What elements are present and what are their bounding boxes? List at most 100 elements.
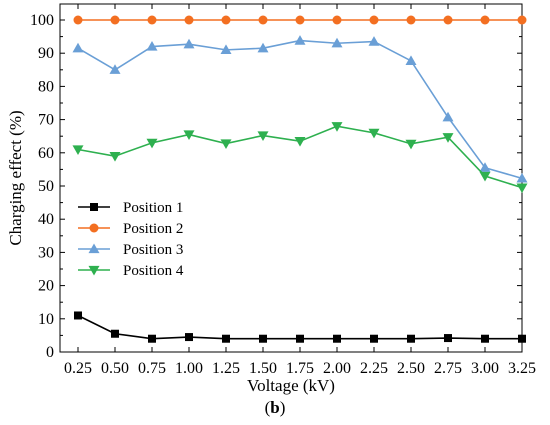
data-point [516, 183, 528, 194]
data-point [517, 15, 527, 25]
data-point [442, 133, 454, 143]
legend-label: Position 4 [123, 263, 184, 279]
series-3 [72, 35, 528, 183]
plot-frame [59, 3, 523, 353]
data-point [333, 334, 341, 343]
data-point [442, 111, 454, 122]
x-tick-label: 0.75 [138, 360, 166, 377]
data-point [294, 35, 306, 45]
series-1 [74, 311, 526, 343]
data-point [146, 138, 158, 149]
legend-marker [89, 223, 99, 233]
line-chart: 0 10 20 30 40 50 60 70 80 90 100 0.25 0.50 0.75 1.00 1… [6, 3, 536, 395]
data-point [479, 162, 491, 172]
data-point [258, 15, 268, 25]
data-point [183, 130, 195, 141]
y-tick-label: 80 [38, 78, 54, 95]
data-point [185, 333, 193, 342]
legend-marker [90, 203, 98, 211]
data-point [444, 334, 452, 343]
y-tick-label: 60 [38, 145, 54, 162]
data-point [111, 329, 119, 338]
x-axis: 0.25 0.50 0.75 1.00 1.25 1.50 1.75 2.00 2.25 2.50… [64, 4, 536, 377]
data-point [72, 145, 84, 155]
legend-label: Position 3 [123, 242, 183, 258]
data-point [72, 42, 84, 53]
y-tick-label: 40 [38, 211, 54, 228]
data-point [109, 64, 121, 74]
y-tick-label: 0 [46, 344, 54, 361]
data-point [479, 171, 491, 182]
y-axis: 0 10 20 30 40 50 60 70 80 90 100 [30, 12, 522, 361]
data-point [221, 15, 231, 25]
x-tick-label: 0.50 [101, 360, 129, 377]
data-point [110, 15, 120, 25]
legend-marker [88, 265, 100, 276]
data-point [405, 55, 417, 65]
x-tick-label: 2.00 [323, 360, 351, 377]
y-tick-label: 70 [38, 112, 54, 129]
x-tick-label: 3.25 [508, 360, 536, 377]
data-point [259, 334, 267, 343]
data-point [294, 137, 306, 147]
data-point [222, 334, 230, 343]
figure-caption: (b) [264, 398, 286, 417]
data-point [146, 41, 158, 51]
data-point [370, 334, 378, 343]
x-axis-title: Voltage (kV) [247, 376, 335, 395]
x-tick-label: 0.25 [64, 360, 92, 377]
series-2 [73, 15, 527, 25]
x-tick-label: 1.25 [212, 360, 240, 377]
y-tick-label: 20 [38, 278, 54, 295]
data-point [296, 334, 304, 343]
legend-label: Position 2 [123, 221, 183, 237]
legend-marker [88, 243, 100, 254]
y-tick-label: 90 [38, 45, 54, 62]
y-axis-title: Charging effect (%) [6, 110, 25, 245]
data-point [481, 334, 489, 343]
x-tick-label: 1.50 [249, 360, 277, 377]
legend-label: Position 1 [123, 200, 183, 216]
data-point [74, 311, 82, 320]
data-point [406, 15, 416, 25]
legend: Position 1 Position 2 Position 3 Position 4 [78, 200, 184, 279]
data-point [407, 334, 415, 343]
data-point [220, 139, 232, 150]
series-line [77, 39, 523, 180]
data-point [147, 15, 157, 25]
data-point [368, 128, 380, 139]
data-point [331, 122, 343, 132]
data-point [220, 44, 232, 55]
data-point [405, 139, 417, 150]
data-point [443, 15, 453, 25]
x-tick-label: 3.00 [471, 360, 499, 377]
series-layer [72, 15, 528, 343]
x-tick-label: 2.75 [434, 360, 462, 377]
x-tick-label: 1.75 [286, 360, 314, 377]
data-point [369, 15, 379, 25]
y-tick-label: 100 [30, 12, 54, 29]
x-tick-label: 2.50 [397, 360, 425, 377]
data-point [480, 15, 490, 25]
data-point [516, 172, 528, 183]
caption-label: b [270, 398, 280, 417]
series-line [77, 125, 523, 189]
data-point [295, 15, 305, 25]
series-4 [72, 122, 528, 194]
data-point [184, 15, 194, 25]
data-point [518, 334, 526, 343]
data-point [148, 334, 156, 343]
data-point [109, 151, 121, 162]
data-point [73, 15, 83, 25]
y-tick-label: 30 [38, 244, 54, 261]
data-point [257, 42, 269, 53]
data-point [368, 36, 380, 46]
data-point [257, 131, 269, 142]
x-tick-label: 2.25 [360, 360, 388, 377]
data-point [183, 38, 195, 49]
y-tick-label: 50 [38, 178, 54, 195]
y-tick-label: 10 [38, 311, 54, 328]
x-tick-label: 1.00 [175, 360, 203, 377]
data-point [331, 37, 343, 48]
data-point [332, 15, 342, 25]
